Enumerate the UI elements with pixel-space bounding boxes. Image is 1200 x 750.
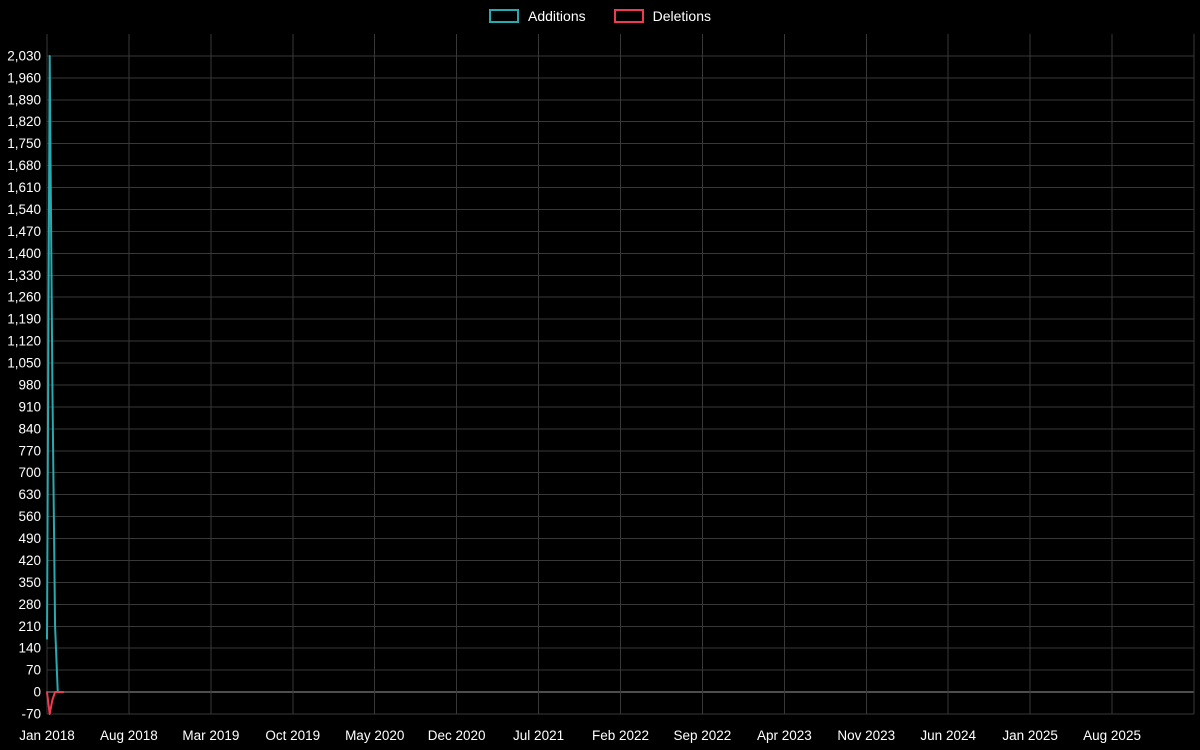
y-tick-label: 280: [18, 597, 41, 612]
y-tick-label: 910: [18, 399, 41, 414]
x-tick-label: Jun 2024: [920, 728, 976, 743]
y-tick-label: 770: [18, 443, 41, 458]
x-tick-label: Aug 2018: [100, 728, 158, 743]
x-tick-label: May 2020: [345, 728, 404, 743]
x-tick-label: Nov 2023: [837, 728, 895, 743]
y-tick-label: 1,120: [7, 334, 41, 349]
legend-label-additions: Additions: [528, 8, 586, 24]
y-tick-label: 2,030: [7, 48, 41, 63]
y-tick-label: 1,820: [7, 114, 41, 129]
series-line-deletions: [46, 691, 65, 715]
y-tick-label: 1,260: [7, 290, 41, 305]
y-tick-label: 1,750: [7, 136, 41, 151]
y-tick-label: 1,890: [7, 92, 41, 107]
y-tick-label: 350: [18, 575, 41, 590]
y-tick-label: 1,330: [7, 268, 41, 283]
y-tick-label: 1,960: [7, 70, 41, 85]
y-tick-label: 630: [18, 487, 41, 502]
legend-label-deletions: Deletions: [652, 8, 711, 24]
y-tick-label: 1,540: [7, 202, 41, 217]
y-tick-label: 70: [26, 663, 41, 678]
x-tick-label: Feb 2022: [592, 728, 649, 743]
series-line-additions: [46, 54, 65, 694]
x-tick-label: Apr 2023: [757, 728, 812, 743]
x-tick-label: Dec 2020: [428, 728, 486, 743]
x-tick-label: Sep 2022: [674, 728, 732, 743]
y-tick-label: 840: [18, 421, 41, 436]
y-tick-label: 1,050: [7, 356, 41, 371]
x-tick-label: Oct 2019: [265, 728, 320, 743]
y-tick-label: 1,610: [7, 180, 41, 195]
x-tick-label: Jul 2021: [513, 728, 564, 743]
y-tick-label: 980: [18, 377, 41, 392]
y-tick-label: 560: [18, 509, 41, 524]
x-tick-label: Jan 2018: [19, 728, 75, 743]
x-tick-label: Mar 2019: [182, 728, 239, 743]
legend-item-additions[interactable]: Additions: [489, 7, 586, 25]
legend-item-deletions[interactable]: Deletions: [613, 7, 711, 25]
y-tick-label: -70: [21, 707, 41, 722]
y-tick-label: 210: [18, 619, 41, 634]
y-tick-label: 140: [18, 641, 41, 656]
y-tick-label: 1,680: [7, 158, 41, 173]
x-tick-label: Jan 2025: [1002, 728, 1058, 743]
x-tick-label: Aug 2025: [1083, 728, 1141, 743]
deletions-swatch-icon: [613, 9, 644, 23]
y-tick-label: 420: [18, 553, 41, 568]
y-tick-label: 700: [18, 465, 41, 480]
additions-swatch-icon: [489, 9, 520, 23]
y-tick-label: 1,470: [7, 224, 41, 239]
chart-legend: Additions Deletions: [0, 7, 1200, 25]
y-tick-label: 1,400: [7, 246, 41, 261]
y-tick-label: 490: [18, 531, 41, 546]
y-tick-label: 1,190: [7, 312, 41, 327]
y-tick-label: 0: [33, 685, 41, 700]
